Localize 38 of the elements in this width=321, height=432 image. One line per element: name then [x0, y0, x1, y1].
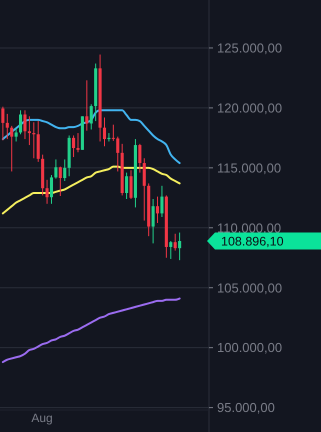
text: Aug	[31, 411, 53, 425]
candlestick	[138, 143, 142, 174]
line-series	[2, 298, 181, 364]
candlestick	[19, 110, 22, 135]
y-tick-label: 100.000,00	[217, 340, 282, 356]
candlestick	[142, 158, 146, 222]
candlestick	[160, 185, 164, 218]
candlestick	[63, 158, 66, 182]
y-tick-label: 120.000,00	[217, 100, 282, 116]
y-tick-label: 125.000,00	[217, 40, 282, 56]
y-tick-label: 115.000,00	[217, 160, 282, 176]
candlestick	[129, 170, 133, 200]
candlestick	[116, 136, 120, 172]
candlestick	[46, 179, 49, 204]
candlestick	[169, 240, 172, 260]
y-tick-label: 95.000,00	[217, 400, 275, 416]
text: 108.896,10	[221, 234, 284, 249]
candlestick	[14, 128, 18, 142]
candlestick	[23, 110, 27, 140]
candlestick	[58, 166, 62, 197]
candlestick	[152, 198, 155, 244]
candlestick	[72, 134, 76, 158]
candlestick	[10, 125, 14, 172]
candlestick	[125, 172, 128, 200]
candlestick	[85, 80, 88, 132]
candlestick	[102, 116, 106, 147]
candlestick	[32, 122, 36, 159]
candlestick	[174, 233, 177, 252]
y-tick-label: 110.000,00	[217, 220, 282, 236]
candlestick	[6, 113, 9, 140]
y-tick-label: 105.000,00	[217, 280, 282, 296]
candlestick	[1, 106, 4, 141]
candlestick	[76, 132, 80, 153]
candlestick	[178, 232, 182, 261]
candlestick	[90, 104, 93, 130]
candlestick	[156, 196, 160, 224]
candlestick	[54, 158, 58, 180]
candlestick	[50, 174, 54, 204]
